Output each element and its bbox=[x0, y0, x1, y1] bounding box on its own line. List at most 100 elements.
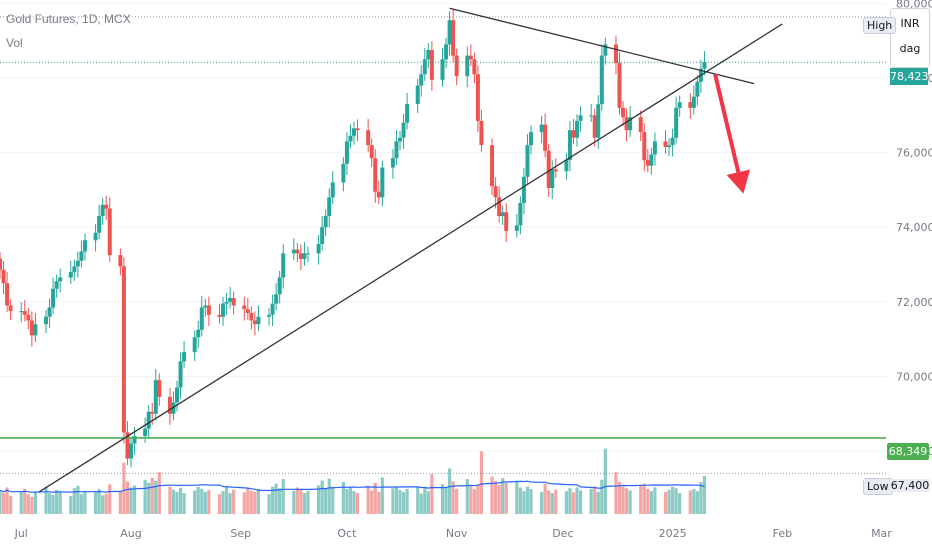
volume-bar bbox=[76, 485, 80, 514]
volume-bar bbox=[476, 484, 480, 514]
candle-body bbox=[553, 169, 558, 172]
candle-body bbox=[33, 324, 38, 336]
candle-body bbox=[468, 55, 473, 60]
price-tick-label: 70,000 bbox=[896, 370, 932, 383]
volume-bar bbox=[221, 491, 225, 514]
price-levels bbox=[0, 16, 886, 474]
candle-body bbox=[426, 50, 431, 60]
volume-bar bbox=[377, 491, 381, 514]
candle-body bbox=[575, 120, 580, 138]
candle-body bbox=[341, 163, 346, 183]
volume-bar bbox=[405, 488, 409, 514]
price-tick-label: 76,000 bbox=[896, 147, 932, 160]
candle-body bbox=[373, 158, 378, 192]
candle-body bbox=[514, 225, 519, 231]
candle-body bbox=[447, 20, 452, 45]
candle-body bbox=[624, 117, 629, 131]
candle-body bbox=[695, 81, 700, 97]
candle-body bbox=[19, 311, 24, 313]
volume-bar bbox=[47, 493, 52, 514]
candle-body bbox=[366, 130, 371, 146]
volume-bar bbox=[129, 487, 133, 514]
volume-bar bbox=[589, 488, 593, 514]
candle-body bbox=[75, 260, 80, 267]
candle-body bbox=[564, 160, 569, 172]
candle-body bbox=[302, 253, 307, 259]
volume-bar bbox=[122, 462, 126, 514]
volume-bar bbox=[295, 487, 299, 514]
candle-body bbox=[688, 102, 693, 108]
candle-body bbox=[249, 312, 254, 321]
symbol-title[interactable]: Gold Futures, 1D, MCX bbox=[6, 12, 131, 26]
support-price-badge: 68,349 bbox=[887, 443, 929, 460]
candle-body bbox=[475, 74, 480, 121]
volume-bar bbox=[554, 489, 558, 514]
candle-body bbox=[525, 145, 530, 177]
volume-label[interactable]: Vol bbox=[6, 36, 23, 50]
volume-bar bbox=[447, 468, 452, 514]
projection-arrow-shaft bbox=[713, 73, 741, 173]
volume-bar bbox=[118, 491, 122, 514]
volume-bar bbox=[699, 482, 703, 514]
candle-body bbox=[440, 59, 445, 80]
volume-bar bbox=[578, 490, 583, 514]
currency-label[interactable]: INR bbox=[900, 17, 920, 30]
low-label-badge: Low bbox=[863, 478, 893, 495]
volume-bar bbox=[182, 493, 186, 514]
volume-bar bbox=[639, 485, 643, 514]
scale-settings-box[interactable]: INR dag bbox=[890, 8, 930, 68]
volume-bar bbox=[423, 487, 427, 514]
candle-body bbox=[182, 352, 187, 362]
volume-bar bbox=[327, 478, 331, 514]
volume-bar bbox=[469, 485, 473, 514]
volume-bar bbox=[674, 488, 678, 514]
candle-body bbox=[539, 124, 544, 133]
volume-bar bbox=[108, 484, 112, 514]
candle-body bbox=[578, 115, 583, 121]
candle-body bbox=[613, 44, 618, 64]
candle-body bbox=[369, 145, 374, 159]
candle-body bbox=[472, 59, 477, 75]
volume-bar bbox=[547, 490, 551, 514]
candle-body bbox=[203, 305, 208, 308]
candle-body bbox=[167, 396, 172, 414]
volume-bar bbox=[663, 491, 668, 514]
price-tick-label: 72,000 bbox=[896, 296, 932, 309]
period-label[interactable]: dag bbox=[899, 42, 921, 55]
candle-body bbox=[422, 59, 427, 75]
candle-body bbox=[645, 160, 650, 166]
candle-body bbox=[543, 124, 548, 151]
volume-bar bbox=[529, 488, 533, 514]
volume-bar bbox=[270, 486, 275, 514]
volume-bar bbox=[101, 495, 105, 514]
volume-bar bbox=[540, 491, 544, 514]
price-tick-label: 74,000 bbox=[896, 221, 932, 234]
volume-bar bbox=[568, 488, 572, 514]
candle-body bbox=[599, 55, 604, 105]
candle-body bbox=[419, 74, 424, 86]
candle-body bbox=[221, 303, 226, 317]
volume-bar bbox=[224, 485, 229, 514]
volume-bar bbox=[26, 494, 30, 514]
candle-body bbox=[649, 154, 654, 166]
volume-bar bbox=[621, 486, 625, 514]
candle-body bbox=[58, 277, 63, 282]
volume-bar bbox=[345, 488, 349, 514]
candle-body bbox=[199, 307, 204, 330]
volume-bar bbox=[394, 486, 399, 514]
volume-bar bbox=[274, 483, 278, 514]
candle-body bbox=[603, 44, 608, 56]
volume-bar bbox=[692, 488, 696, 514]
candle-body bbox=[8, 305, 13, 312]
volume-bar bbox=[688, 490, 692, 514]
time-tick-label: Aug bbox=[120, 527, 141, 540]
candle-body bbox=[146, 411, 151, 429]
candle-body bbox=[376, 191, 381, 198]
volume-ma-line bbox=[0, 480, 705, 493]
volume-bar bbox=[193, 490, 197, 514]
candle-body bbox=[628, 117, 633, 131]
time-tick-label: Feb bbox=[773, 527, 792, 540]
candle-body bbox=[277, 277, 282, 295]
volume-bar bbox=[416, 487, 420, 514]
